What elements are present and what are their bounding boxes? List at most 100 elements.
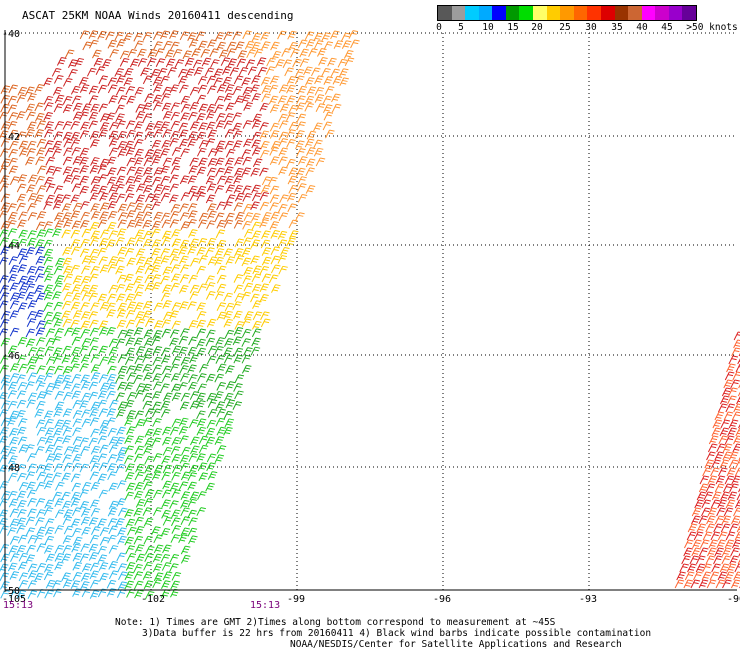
wind-barb bbox=[61, 300, 72, 310]
wind-barb bbox=[72, 561, 82, 571]
wind-barb bbox=[134, 410, 144, 420]
wind-barb bbox=[63, 381, 73, 391]
wind-barb bbox=[142, 417, 153, 427]
wind-barb bbox=[90, 401, 101, 411]
lat-lon-grid bbox=[5, 32, 737, 590]
wind-barb bbox=[701, 571, 712, 581]
wind-barb bbox=[727, 395, 737, 405]
wind-barb bbox=[89, 579, 100, 589]
wind-barb bbox=[18, 140, 29, 150]
wind-barb bbox=[161, 455, 171, 465]
wind-barb bbox=[216, 175, 227, 185]
wind-barb bbox=[117, 219, 127, 229]
wind-barb bbox=[0, 464, 8, 473]
wind-barb bbox=[63, 219, 73, 228]
wind-barb bbox=[115, 374, 125, 384]
wind-barb bbox=[134, 311, 145, 320]
wind-barb bbox=[170, 373, 181, 382]
wind-barb bbox=[243, 282, 254, 292]
wind-barb bbox=[62, 427, 73, 436]
wind-barb bbox=[99, 444, 109, 454]
wind-barb bbox=[163, 392, 173, 402]
wind-barb bbox=[124, 356, 135, 366]
wind-barb bbox=[88, 255, 98, 265]
wind-barb bbox=[35, 175, 45, 185]
wind-barb bbox=[125, 518, 136, 528]
wind-barb bbox=[162, 571, 173, 581]
wind-barb bbox=[723, 379, 733, 389]
wind-barb bbox=[53, 445, 63, 455]
wind-barb bbox=[79, 248, 90, 258]
wind-barb bbox=[109, 49, 119, 58]
wind-barb bbox=[278, 156, 288, 166]
wind-barb bbox=[52, 355, 63, 364]
wind-barb bbox=[18, 211, 28, 221]
wind-barb bbox=[71, 374, 82, 383]
wind-barb bbox=[150, 68, 161, 78]
wind-barb bbox=[124, 536, 134, 546]
wind-barb bbox=[126, 426, 136, 435]
wind-barb bbox=[143, 167, 153, 176]
wind-barb bbox=[719, 563, 730, 573]
wind-barb bbox=[322, 121, 333, 131]
wind-barb bbox=[295, 130, 305, 139]
wind-barb bbox=[204, 67, 215, 77]
wind-barb bbox=[115, 463, 126, 473]
wind-barb bbox=[117, 203, 128, 213]
wind-barb bbox=[296, 95, 306, 105]
wind-barb bbox=[242, 30, 252, 40]
wind-barb bbox=[247, 66, 258, 76]
colorbar-label: 5 bbox=[458, 22, 464, 33]
wind-barb bbox=[178, 481, 189, 491]
wind-barb bbox=[720, 419, 731, 429]
wind-barb bbox=[106, 156, 117, 166]
wind-barb bbox=[205, 275, 215, 285]
wind-barb bbox=[197, 238, 208, 247]
wind-barb bbox=[259, 167, 269, 177]
wind-barb bbox=[233, 175, 243, 185]
wind-barb bbox=[53, 318, 63, 328]
wind-barb bbox=[136, 256, 146, 266]
wind-barb bbox=[233, 202, 244, 212]
wind-barb bbox=[89, 570, 100, 580]
wind-barb bbox=[234, 255, 245, 264]
colorbar-swatch bbox=[492, 6, 506, 20]
wind-barb bbox=[732, 443, 740, 453]
wind-barb bbox=[117, 365, 128, 375]
wind-barb bbox=[179, 239, 190, 249]
wind-barb bbox=[143, 347, 154, 357]
wind-barb bbox=[123, 68, 134, 77]
wind-barb bbox=[286, 158, 296, 168]
wind-barb bbox=[126, 552, 137, 562]
wind-barb bbox=[259, 122, 269, 131]
wind-barb bbox=[206, 75, 217, 85]
wind-barb bbox=[160, 75, 170, 85]
wind-barb bbox=[722, 443, 733, 453]
wind-barb bbox=[54, 419, 64, 429]
wind-barb bbox=[160, 275, 170, 285]
wind-barb bbox=[207, 408, 218, 418]
wind-barb bbox=[135, 248, 146, 258]
wind-barb bbox=[107, 518, 118, 527]
wind-barb bbox=[179, 31, 190, 41]
wind-barb bbox=[170, 282, 180, 292]
wind-barb bbox=[108, 545, 119, 554]
wind-barb bbox=[714, 515, 725, 525]
wind-barb bbox=[318, 57, 328, 66]
wind-barb bbox=[7, 203, 17, 212]
wind-barb bbox=[82, 103, 92, 113]
wind-barb bbox=[88, 30, 99, 39]
wind-barb bbox=[246, 49, 256, 59]
wind-barb bbox=[142, 301, 153, 310]
wind-barb bbox=[261, 176, 272, 186]
wind-barb bbox=[151, 391, 162, 400]
wind-barb bbox=[205, 291, 216, 300]
wind-barb bbox=[200, 49, 211, 58]
wind-barb bbox=[180, 95, 191, 105]
wind-barb bbox=[717, 571, 728, 581]
wind-barb bbox=[117, 581, 128, 591]
wind-barb bbox=[170, 102, 181, 112]
wind-barb bbox=[27, 347, 38, 356]
wind-barb bbox=[34, 572, 44, 582]
wind-barb bbox=[133, 507, 143, 517]
